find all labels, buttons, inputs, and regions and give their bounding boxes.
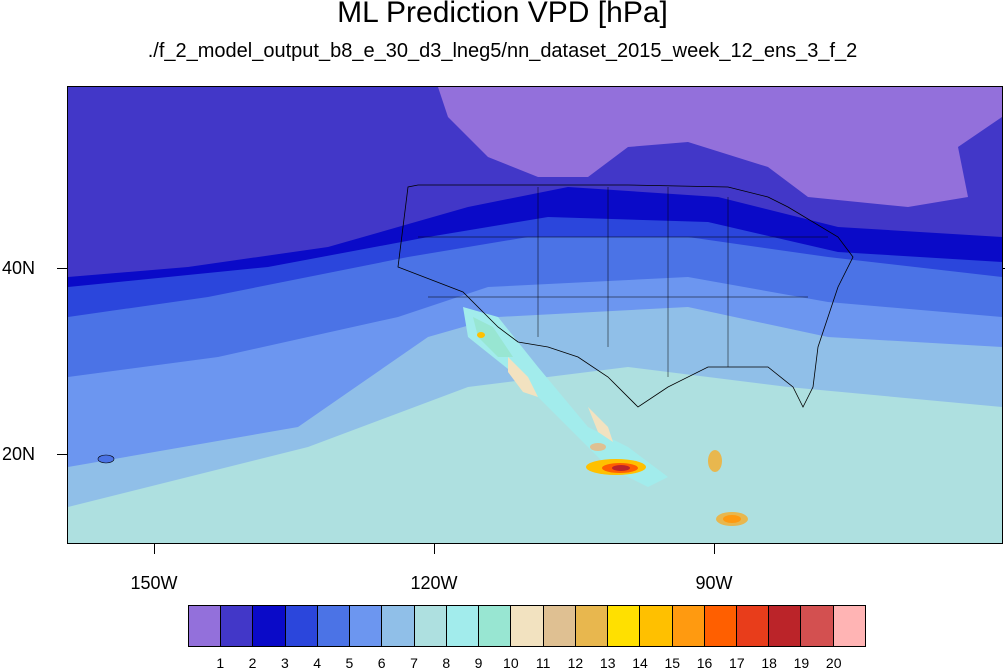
colorbar-label: 18 xyxy=(761,655,777,671)
colorbar-label: 13 xyxy=(599,655,616,671)
lat-tick-20n xyxy=(57,454,67,455)
lon-label-120w: 120W xyxy=(410,573,458,593)
colorbar-swatch xyxy=(801,606,834,646)
colorbar-label: 16 xyxy=(696,655,713,671)
colorbar-swatch xyxy=(221,606,254,646)
colorbar-swatch xyxy=(672,606,705,646)
colorbar-label: 9 xyxy=(474,655,483,671)
colorbar-label: 4 xyxy=(313,655,322,671)
colorbar-label: 10 xyxy=(503,655,519,671)
colorbar-label: 6 xyxy=(377,655,386,671)
colorbar-swatch xyxy=(575,606,609,646)
colorbar-swatch xyxy=(736,606,770,646)
colorbar-label: 12 xyxy=(567,655,584,671)
colorbar-swatch xyxy=(511,606,544,646)
colorbar-swatch xyxy=(543,606,576,646)
lon-tick-90w xyxy=(714,544,715,554)
colorbar-swatch xyxy=(382,606,415,646)
colorbar-swatch xyxy=(253,606,286,646)
colorbar-label: 11 xyxy=(535,655,551,671)
colorbar-swatch xyxy=(414,606,447,646)
lat-tick-40n-right xyxy=(1003,268,1005,269)
colorbar-label: 2 xyxy=(248,655,257,671)
map-title: ML Prediction VPD [hPa] xyxy=(337,0,668,29)
colorbar-swatch xyxy=(640,606,673,646)
vpd-map xyxy=(67,86,1003,544)
colorbar-swatch xyxy=(704,606,737,646)
colorbar-swatch xyxy=(608,606,641,646)
colorbar-swatch xyxy=(769,606,802,646)
lon-tick-150w xyxy=(154,544,155,554)
lon-tick-120w xyxy=(434,544,435,554)
colorbar-swatch xyxy=(317,606,351,646)
colorbar-label: 14 xyxy=(632,655,648,671)
colorbar-label: 3 xyxy=(280,655,289,671)
colorbar-label: 8 xyxy=(442,655,451,671)
colorbar-swatch xyxy=(446,606,480,646)
colorbar-swatch xyxy=(189,606,222,646)
lat-label-20n: 20N xyxy=(2,444,36,464)
colorbar-label: 20 xyxy=(825,655,842,671)
colorbar-label: 5 xyxy=(345,655,354,671)
colorbar-label: 15 xyxy=(664,655,681,671)
colorbar-swatch xyxy=(479,606,512,646)
lat-label-40n: 40N xyxy=(2,258,36,278)
vpd-map-field xyxy=(68,87,1002,543)
colorbar-swatch xyxy=(285,606,318,646)
colorbar xyxy=(188,605,866,647)
colorbar-label: 1 xyxy=(216,655,225,671)
lat-tick-40n xyxy=(57,268,67,269)
colorbar-label: 17 xyxy=(729,655,745,671)
colorbar-label: 19 xyxy=(793,655,810,671)
lon-label-90w: 90W xyxy=(695,573,733,593)
map-subtitle: ./f_2_model_output_b8_e_30_d3_lneg5/nn_d… xyxy=(147,40,858,62)
colorbar-swatch xyxy=(350,606,383,646)
lon-label-150w: 150W xyxy=(130,573,178,593)
colorbar-label: 7 xyxy=(410,655,418,671)
colorbar-swatch xyxy=(833,606,865,646)
